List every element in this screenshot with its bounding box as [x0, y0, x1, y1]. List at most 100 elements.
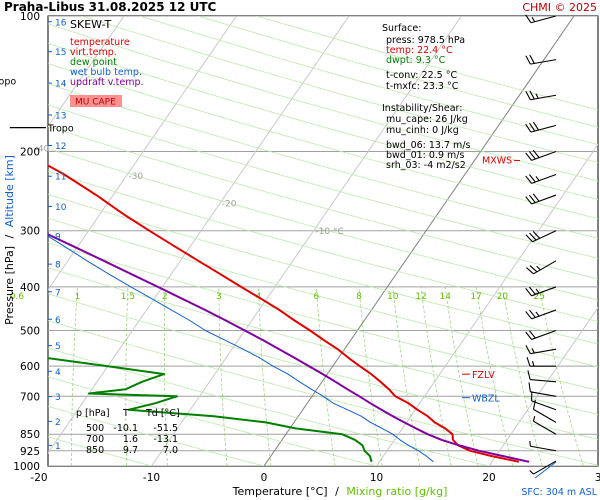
dry-adiabat-line: [48, 83, 598, 239]
altitude-tick-label: 4: [55, 368, 61, 378]
pressure-tick-label: 100: [20, 11, 40, 23]
altitude-tick-label: 11: [55, 173, 66, 183]
dry-adiabat-line: [48, 267, 598, 415]
tropopause-label: Tropo: [47, 124, 74, 135]
mixing-ratio-line: [444, 286, 479, 466]
srh-03-value: srh_03: -4 m2/s2: [386, 160, 466, 171]
plot-area: -80 °C-70-60-50-40-30-20-10 °C 0.40.611.…: [0, 15, 599, 467]
mixing-ratio-line: [218, 286, 228, 466]
pressure-tick-label: 400: [20, 282, 40, 294]
series-line-wet-bulb-temp: [48, 235, 434, 463]
bwd-01-value: bwd_01: 0.9 m/s: [386, 150, 464, 161]
surface-tconv: t-conv: 22.5 °C: [386, 70, 457, 81]
mixing-ratio-label: 0.6: [10, 292, 25, 302]
mu-cape-badge-bg: [70, 95, 122, 107]
dry-adiabat-line: [48, 217, 598, 368]
legend-item: temperature: [70, 37, 130, 48]
table-row-850-td: 7.0: [163, 445, 178, 456]
y-axis-separator: /: [3, 234, 16, 238]
table-header-td: Td [°C]: [145, 408, 180, 419]
dry-adiabat-line: [48, 63, 598, 220]
surface-title: Surface:: [382, 23, 421, 34]
tropopause-markers: Tropo Tropo: [0, 76, 74, 134]
bwd-06-value: bwd_06: 13.7 m/s: [386, 140, 471, 151]
wind-barb: [525, 121, 557, 133]
dry-adiabat-line: [48, 104, 598, 259]
mixing-ratio-label: 20: [497, 292, 509, 302]
pressure-tick-label: 200: [20, 146, 40, 158]
diagram-title: SKEW-T: [70, 18, 112, 31]
mixing-ratio-line: [70, 286, 78, 466]
surface-info: Surface: press: 978.5 hPa temp: 22.4 °C …: [382, 23, 465, 92]
mixing-ratio-line: [392, 286, 421, 466]
chart-title: Praha-Libus 31.08.2025 12 UTC: [4, 0, 217, 14]
dry-adiabat-line: [48, 320, 598, 466]
wind-barb: [525, 230, 557, 243]
dry-adiabat-line: [48, 347, 490, 466]
sfc-label: SFC: 304 m ASL: [521, 487, 597, 498]
x-axis-temperature: Temperature [°C]: [232, 485, 328, 498]
altitude-tick-label: 9: [55, 232, 61, 242]
mixing-ratio-label: 3: [216, 292, 222, 302]
wind-barb: [525, 330, 557, 340]
altitude-tick-label: 6: [55, 316, 61, 326]
series-line-updraft-v-temp: [48, 233, 530, 463]
altitude-tick-label: 14: [55, 80, 67, 90]
level-markers: MXWS FZLV WBZL: [462, 155, 557, 479]
dry-adiabat-line: [48, 376, 377, 466]
x-axis-separator: /: [335, 485, 339, 498]
pressure-tick-label: 925: [20, 446, 40, 458]
x-tick-label: 0: [261, 472, 268, 484]
mixing-ratio-line: [502, 286, 543, 466]
wind-barb: [525, 90, 557, 101]
isotherm-line: [48, 16, 237, 291]
wind-barb: [532, 416, 557, 435]
mixing-ratio-line: [164, 286, 168, 466]
level-marker-label: MXWS: [482, 155, 512, 166]
series-line-temperature: [48, 164, 520, 463]
mixing-ratio-line: [538, 286, 584, 466]
wind-barb: [525, 286, 557, 297]
y-axis-altitude: Altitude [km]: [3, 155, 16, 227]
wind-barb: [525, 345, 557, 355]
pressure-tick-label: 300: [20, 226, 40, 238]
dry-adiabat-line: [48, 242, 598, 391]
isotherm-label: -10 °C: [315, 227, 343, 237]
table-row-500-td: -51.5: [153, 423, 178, 434]
legend-item: wet bulb temp.: [70, 67, 142, 78]
isotherm-label: -20: [222, 200, 237, 210]
wind-barb: [531, 391, 557, 411]
isotherm-labels: -80 °C-70-60-50-40-30-20-10 °C: [35, 145, 344, 237]
surface-dwpt: dwpt: 9.3 °C: [386, 55, 446, 66]
x-tick-label: -10: [143, 472, 160, 484]
table-row-700-p: 700: [86, 434, 104, 445]
y-axis-label: Pressure [hPa] / Altitude [km]: [3, 155, 16, 325]
isotherm-lines: [48, 16, 598, 466]
altitude-tick-label: 15: [55, 48, 66, 58]
mu-cape-badge: MU CAPE: [75, 98, 116, 108]
altitude-tick-label: 8: [55, 261, 61, 271]
dry-adiabat-line: [48, 405, 265, 466]
pressure-tick-label: 1000: [13, 461, 40, 473]
table-row-850-t: 9.7: [123, 445, 138, 456]
wind-barb: [527, 370, 557, 383]
table-row-500-p: 500: [86, 423, 104, 434]
wind-barb: [526, 260, 557, 275]
isotherm-line: [488, 306, 598, 466]
mixing-ratio-label: 12: [415, 292, 426, 302]
level-marker-label: WBZL: [472, 394, 500, 405]
dry-adiabat-line: [48, 170, 598, 323]
mixing-ratio-label: 2: [162, 292, 168, 302]
credit-label: CHMI © 2025: [522, 1, 597, 14]
mixing-ratio-line: [420, 286, 452, 466]
dry-adiabat-lines: [48, 16, 598, 466]
level-table: p [hPa] T Td [°C] 500 -10.1 -51.5 700 1.…: [76, 408, 180, 456]
wind-barb: [525, 173, 557, 184]
instability-info: Instability/Shear: mu_cape: 26 J/kg mu_c…: [382, 103, 471, 171]
pressure-tick-label: 600: [20, 361, 40, 373]
mixing-ratio-label: 10: [387, 292, 399, 302]
isotherm-label: -30: [128, 172, 143, 182]
x-axis-mixing-ratio: Mixing ratio [g/kg]: [346, 485, 447, 498]
mixing-ratio-line: [475, 286, 514, 466]
dry-adiabat-line: [48, 42, 598, 200]
